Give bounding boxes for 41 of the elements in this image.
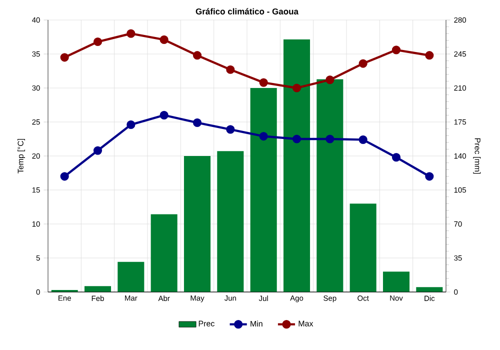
point: [60, 172, 69, 181]
legend-label: Max: [298, 320, 314, 326]
bar: [250, 88, 277, 292]
point: [126, 29, 136, 38]
point: [60, 53, 69, 62]
point: [160, 110, 168, 120]
bar: [416, 287, 443, 292]
bar: [382, 272, 410, 292]
point: [358, 135, 368, 144]
point: [93, 37, 102, 46]
bar: [184, 156, 211, 292]
point: [326, 76, 334, 84]
point: [160, 35, 168, 44]
bar: [150, 214, 178, 292]
point: [358, 59, 368, 68]
point: [392, 153, 401, 162]
bar: [350, 204, 376, 292]
chart-title: Gráfico climático - Gaoua: [196, 8, 299, 14]
legend-label: Prec: [198, 320, 214, 326]
point: [425, 172, 434, 181]
point: [292, 84, 302, 92]
point: [292, 134, 302, 144]
point: [126, 120, 136, 130]
point: [392, 46, 401, 54]
point: [259, 78, 268, 87]
legend-label: Min: [250, 320, 262, 326]
point: [425, 51, 434, 60]
bar: [316, 79, 344, 292]
point: [226, 65, 235, 74]
y2-axis-title: Prec [mm]: [473, 138, 481, 174]
bar: [217, 151, 244, 292]
point: [192, 51, 202, 60]
point: [192, 118, 202, 127]
y-axis-title: Temp [°C]: [18, 138, 25, 174]
bar: [84, 286, 112, 292]
bar: [118, 262, 144, 292]
point: [326, 134, 334, 144]
bar: [283, 39, 310, 292]
point: [259, 132, 268, 141]
point: [93, 146, 102, 155]
point: [226, 125, 235, 134]
